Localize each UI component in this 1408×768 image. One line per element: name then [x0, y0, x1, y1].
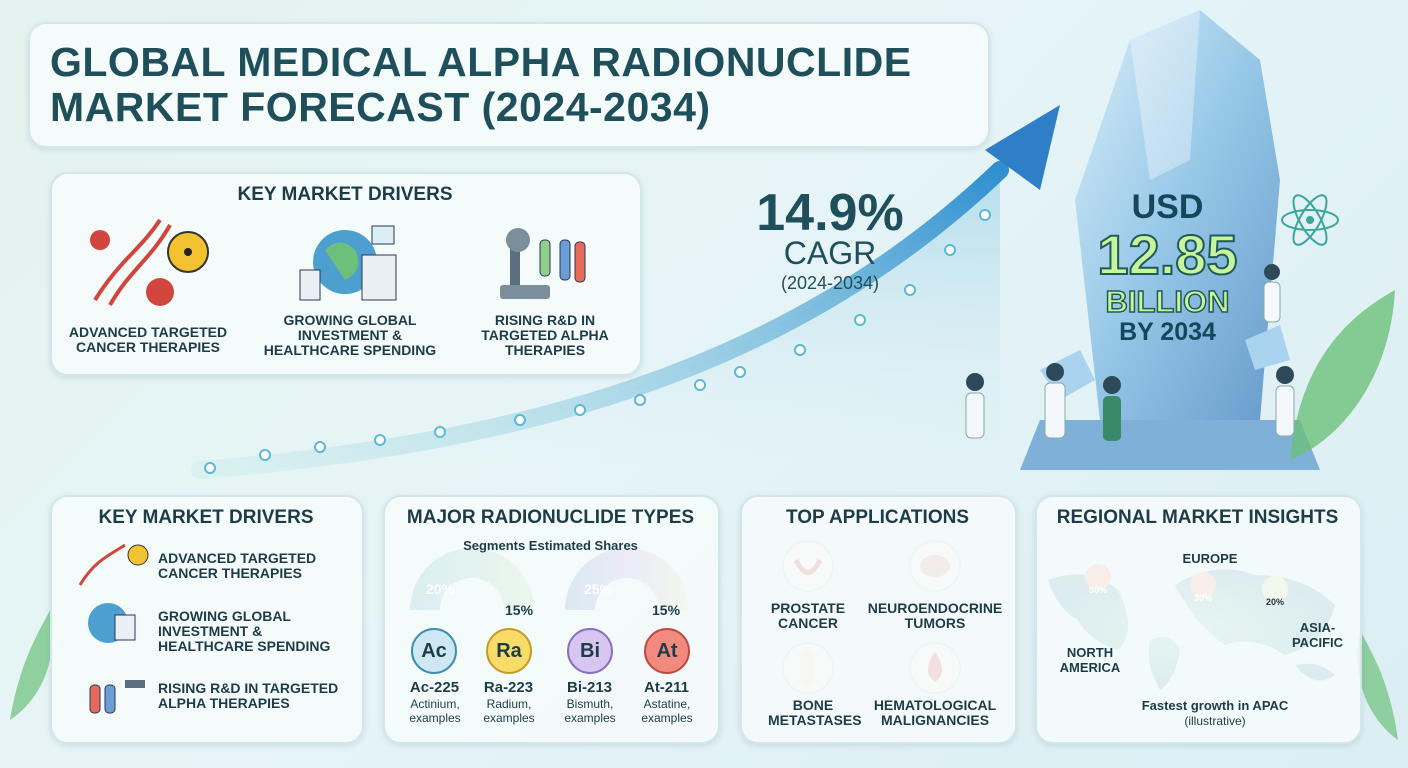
regional-heading: REGIONAL MARKET INSIGHTS: [1056, 507, 1339, 528]
market-currency: USD: [1131, 188, 1204, 226]
application-item: NEUROENDOCRINE TUMORS: [867, 600, 1003, 631]
drivers-top-heading: KEY MARKET DRIVERS: [237, 184, 453, 205]
application-item: PROSTATE CANCER: [770, 600, 846, 631]
regional-note: Fastest growth in APAC: [1141, 698, 1289, 713]
nuclide-desc: Radium, examples: [483, 697, 535, 725]
driver-item: GROWING GLOBAL INVESTMENT & HEALTHCARE S…: [158, 608, 331, 654]
nuclide-symbol: At: [644, 628, 690, 674]
market-value: 12.85: [1096, 222, 1238, 287]
cagr-label: CAGR: [783, 235, 877, 271]
driver-item: RISING R&D IN TARGETED ALPHA THERAPIES: [481, 312, 609, 358]
cagr-value: 14.9%: [756, 184, 904, 242]
gauge-label: 20%: [426, 581, 455, 597]
driver-item: RISING R&D IN TARGETED ALPHA THERAPIES: [158, 680, 339, 711]
regional-panel: [1035, 495, 1362, 744]
gauge-label: 15%: [505, 602, 534, 618]
nuclide-name: Ra-223: [483, 679, 534, 696]
regional-note-sub: (illustrative): [1184, 714, 1246, 728]
types-subheading: Segments Estimated Shares: [463, 538, 638, 553]
title: GLOBAL MEDICAL ALPHA RADIONUCLIDE MARKET…: [50, 39, 912, 130]
nuclide-symbol: Ra: [486, 628, 532, 674]
drivers-panel: [50, 495, 364, 744]
types-panel: [383, 495, 720, 744]
driver-item: GROWING GLOBAL INVESTMENT & HEALTHCARE S…: [263, 312, 437, 358]
application-item: HEMATOLOGICAL MALIGNANCIES: [873, 697, 997, 728]
application-item: BONE METASTASES: [768, 697, 862, 728]
nuclide-desc: Actinium, examples: [409, 697, 461, 725]
nuclide-desc: Bismuth, examples: [564, 697, 616, 725]
cagr-period: (2024-2034): [780, 273, 880, 293]
driver-item: ADVANCED TARGETED CANCER THERAPIES: [158, 550, 317, 581]
region-name: NORTH AMERICA: [1059, 645, 1121, 675]
region-share: 20%: [1265, 597, 1284, 607]
region-share: 50%: [1088, 585, 1107, 595]
applications-heading: TOP APPLICATIONS: [786, 507, 969, 528]
types-heading: MAJOR RADIONUCLIDE TYPES: [406, 507, 695, 528]
driver-item: ADVANCED TARGETED CANCER THERAPIES: [68, 324, 228, 355]
region-name: ASIA-PACIFIC: [1291, 620, 1344, 650]
market-year: BY 2034: [1119, 318, 1216, 346]
region-share: 30%: [1193, 593, 1212, 603]
region-name: EUROPE: [1182, 551, 1238, 566]
nuclide-symbol: Ac: [411, 628, 457, 674]
gauge-label: 25%: [584, 581, 613, 597]
nuclide-desc: Astatine, examples: [641, 697, 693, 725]
nuclide-symbol: Bi: [567, 628, 613, 674]
applications-panel: [740, 495, 1017, 744]
nuclide-name: Ac-225: [409, 679, 460, 696]
nuclide-name: At-211: [643, 679, 690, 696]
drivers-panel-heading: KEY MARKET DRIVERS: [98, 507, 314, 528]
market-unit: BILLION: [1105, 283, 1231, 320]
title-box: [28, 22, 990, 148]
gauge-label: 15%: [652, 602, 681, 618]
nuclide-name: Bi-213: [566, 679, 613, 696]
